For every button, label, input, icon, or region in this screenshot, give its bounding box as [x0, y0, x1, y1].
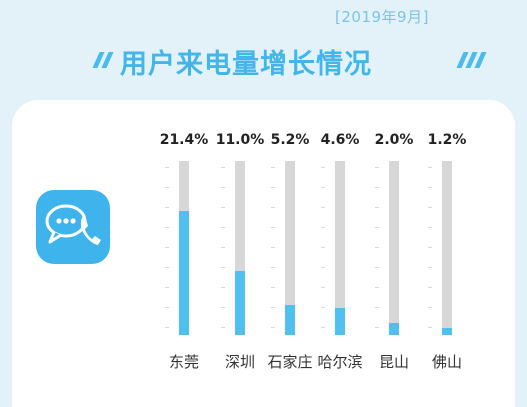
- bar-value-label: 11.0%: [215, 132, 265, 148]
- scale-tick: [271, 227, 275, 228]
- scale-tick: [165, 167, 169, 168]
- scale-tick: [221, 187, 225, 188]
- scale-tick: [428, 287, 432, 288]
- scale-tick: [271, 207, 275, 208]
- scale-tick: [428, 307, 432, 308]
- scale-tick: [165, 227, 169, 228]
- bar-value-label: 1.2%: [427, 132, 467, 148]
- scale-tick: [375, 307, 379, 308]
- bar-track: [335, 161, 345, 335]
- title-row: 用户来电量增长情况: [0, 42, 527, 80]
- scale-tick: [271, 287, 275, 288]
- category-label: 哈尔滨: [317, 353, 363, 371]
- bar-track: [235, 161, 245, 335]
- phone-chat-icon: [36, 190, 110, 264]
- scale-tick: [321, 327, 325, 328]
- scale-tick: [165, 327, 169, 328]
- scale-tick: [428, 327, 432, 328]
- scale-tick: [375, 207, 379, 208]
- scale-tick: [271, 307, 275, 308]
- scale-tick: [375, 287, 379, 288]
- scale-tick: [321, 267, 325, 268]
- scale-tick: [165, 307, 169, 308]
- scale-tick: [321, 167, 325, 168]
- scale-tick: [375, 167, 379, 168]
- bar-track: [179, 161, 189, 335]
- category-label: 昆山: [378, 353, 409, 371]
- scale-tick: [221, 207, 225, 208]
- scale-tick: [165, 187, 169, 188]
- bar-track: [442, 161, 452, 335]
- scale-tick: [165, 267, 169, 268]
- bar-value-label: 4.6%: [320, 132, 360, 148]
- bar: [335, 308, 345, 335]
- category-label: 石家庄: [267, 353, 313, 371]
- scale-tick: [221, 287, 225, 288]
- scale-tick: [271, 167, 275, 168]
- page-title: 用户来电量增长情况: [120, 49, 372, 80]
- scale-tick: [165, 247, 169, 248]
- bar: [179, 211, 189, 335]
- scale-tick: [321, 247, 325, 248]
- scale-tick: [221, 227, 225, 228]
- title-decor-right: [456, 52, 490, 68]
- scale-tick: [321, 307, 325, 308]
- bar-track: [285, 161, 295, 335]
- scale-tick: [375, 327, 379, 328]
- scale-tick: [221, 247, 225, 248]
- bar-track: [389, 161, 399, 335]
- category-label: 东莞: [168, 353, 199, 371]
- scale-tick: [321, 207, 325, 208]
- bar: [442, 328, 452, 335]
- scale-tick: [428, 247, 432, 248]
- scale-tick: [428, 207, 432, 208]
- category-label: 佛山: [431, 353, 462, 371]
- date-label: [2019年9月]: [335, 8, 429, 26]
- scale-tick: [221, 327, 225, 328]
- bar: [285, 305, 295, 335]
- scale-tick: [375, 227, 379, 228]
- category-label: 深圳: [224, 353, 255, 371]
- scale-tick: [375, 187, 379, 188]
- scale-tick: [271, 247, 275, 248]
- scale-tick: [428, 187, 432, 188]
- scale-tick: [375, 267, 379, 268]
- scale-tick: [221, 167, 225, 168]
- scale-tick: [271, 267, 275, 268]
- bar-value-label: 2.0%: [374, 132, 414, 148]
- scale-tick: [375, 247, 379, 248]
- scale-tick: [165, 207, 169, 208]
- scale-tick: [321, 287, 325, 288]
- bar: [389, 323, 399, 335]
- bar-value-label: 5.2%: [270, 132, 310, 148]
- scale-tick: [428, 167, 432, 168]
- scale-tick: [165, 287, 169, 288]
- scale-tick: [428, 267, 432, 268]
- scale-tick: [221, 307, 225, 308]
- scale-tick: [321, 227, 325, 228]
- scale-tick: [271, 187, 275, 188]
- scale-tick: [221, 267, 225, 268]
- bar-value-label: 21.4%: [159, 132, 209, 148]
- title-decor-left: [92, 52, 120, 68]
- scale-tick: [428, 227, 432, 228]
- scale-tick: [271, 327, 275, 328]
- scale-tick: [321, 187, 325, 188]
- bar: [235, 271, 245, 335]
